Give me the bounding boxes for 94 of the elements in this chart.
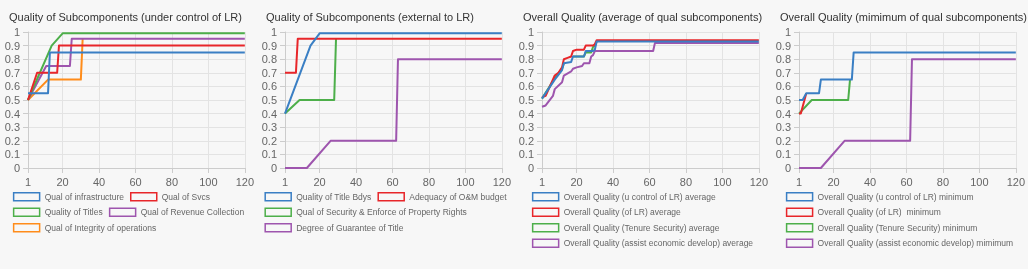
legend-label: Overall Quality (Tenure Security) minimum <box>817 222 978 233</box>
y-tick-label: 0.2 <box>261 134 277 147</box>
y-tick-label: 0.5 <box>775 94 791 106</box>
y-tick-label: 0.3 <box>4 121 20 134</box>
x-tick-label: 120 <box>749 175 768 188</box>
legend-label: Qual of Integrity of operations <box>44 222 157 233</box>
x-tick-label: 40 <box>606 175 620 188</box>
legend-label: Qual of Svcs <box>161 191 210 202</box>
x-tick-label: 60 <box>643 175 656 188</box>
x-tick-label: 100 <box>456 175 475 188</box>
y-tick-label: 0.2 <box>518 134 534 147</box>
x-tick-label: 1 <box>538 175 546 188</box>
chart-title: Overall Quality (mimimum of qual subcomponents) <box>780 10 1027 23</box>
x-tick-label: 60 <box>386 175 399 188</box>
legend-label: Quality of Titles <box>44 207 103 218</box>
legend-label: Overall Quality (of LR) average <box>563 207 682 218</box>
chart-title: Quality of Subcomponents (external to LR) <box>266 10 474 23</box>
y-tick-label: 0.9 <box>261 39 277 52</box>
y-tick-label: 0.1 <box>775 148 791 161</box>
legend-label: Overall Quality (u control of LR) average <box>563 191 717 202</box>
x-tick-label: 60 <box>900 175 913 188</box>
x-tick-label: 20 <box>313 175 326 188</box>
x-tick-label: 1 <box>795 175 803 188</box>
y-tick-label: 0.8 <box>775 53 791 66</box>
y-tick-label: 0.6 <box>518 80 534 93</box>
y-tick-label: 0 <box>527 162 534 174</box>
y-tick-label: 0.3 <box>775 121 791 134</box>
y-tick-label: 0.4 <box>261 107 277 120</box>
x-tick-label: 100 <box>713 175 732 188</box>
y-tick-label: 0.7 <box>775 66 791 79</box>
legend-label: Qual of Revenue Collection <box>140 207 245 218</box>
x-tick-label: 40 <box>92 175 106 188</box>
y-tick-label: 0 <box>270 162 277 174</box>
x-tick-label: 60 <box>129 175 142 188</box>
y-tick-label: 0.8 <box>261 53 277 66</box>
y-tick-label: 1 <box>270 26 277 38</box>
x-tick-label: 100 <box>199 175 218 188</box>
x-tick-label: 1 <box>281 175 289 188</box>
y-tick-label: 0.6 <box>775 80 791 93</box>
y-tick-label: 0.7 <box>261 66 277 79</box>
x-tick-label: 120 <box>235 175 254 188</box>
y-tick-label: 0 <box>784 162 791 174</box>
legend-label: Overall Quality (assist economic develop) mimimum <box>817 238 1014 249</box>
y-tick-label: 0.6 <box>4 80 20 93</box>
x-tick-label: 120 <box>492 175 511 188</box>
y-tick-label: 0 <box>13 162 20 174</box>
y-tick-label: 0.6 <box>261 80 277 93</box>
y-tick-label: 0.1 <box>4 148 20 161</box>
y-tick-label: 0.5 <box>4 94 20 106</box>
y-tick-label: 0.8 <box>4 53 20 66</box>
y-tick-label: 0.8 <box>518 53 534 66</box>
x-tick-label: 120 <box>1006 175 1025 188</box>
chart-title: Quality of Subcomponents (under control of LR) <box>9 10 242 23</box>
x-tick-label: 40 <box>863 175 877 188</box>
y-tick-label: 0.4 <box>4 107 20 120</box>
x-tick-label: 80 <box>422 175 436 188</box>
x-tick-label: 20 <box>56 175 69 188</box>
x-tick-label: 1 <box>24 175 32 188</box>
legend-label: Quality of Title Bdys <box>296 191 372 202</box>
y-tick-label: 0.7 <box>518 66 534 79</box>
x-tick-label: 100 <box>970 175 989 188</box>
y-tick-label: 0.4 <box>775 107 791 120</box>
legend-label: Qual of infrastructure <box>44 191 125 202</box>
legend-label: Degree of Guarantee of Title <box>296 222 404 233</box>
y-tick-label: 0.9 <box>518 39 534 52</box>
y-tick-label: 0.9 <box>4 39 20 52</box>
y-tick-label: 0.1 <box>518 148 534 161</box>
y-tick-label: 0.2 <box>775 134 791 147</box>
legend-label: Overall Quality (u control of LR) minimum <box>817 191 974 202</box>
y-tick-label: 0.4 <box>518 107 534 120</box>
legend-label: Qual of Security & Enforce of Property Rights <box>296 207 467 218</box>
y-tick-label: 0.3 <box>261 121 277 134</box>
x-tick-label: 80 <box>679 175 693 188</box>
legend-label: Overall Quality (Tenure Security) average <box>563 222 720 233</box>
y-tick-label: 1 <box>784 26 791 38</box>
y-tick-label: 0.1 <box>261 148 277 161</box>
y-tick-label: 0.9 <box>775 39 791 52</box>
legend-label: Overall Quality (assist economic develop) average <box>563 238 754 249</box>
y-tick-label: 0.5 <box>261 94 277 106</box>
chart-title: Overall Quality (average of qual subcomponents) <box>523 10 763 23</box>
legend-label: Adequacy of O&M budget <box>409 191 508 202</box>
y-tick-label: 1 <box>527 26 534 38</box>
y-tick-label: 0.5 <box>518 94 534 106</box>
x-tick-label: 40 <box>349 175 363 188</box>
line-series <box>798 51 1017 101</box>
x-tick-label: 20 <box>827 175 840 188</box>
y-tick-label: 0.3 <box>518 121 534 134</box>
x-tick-label: 80 <box>936 175 950 188</box>
legend-label: Overall Quality (of LR) minimum <box>817 207 941 218</box>
y-tick-label: 0.7 <box>4 66 20 79</box>
y-tick-label: 1 <box>13 26 20 38</box>
x-tick-label: 20 <box>570 175 583 188</box>
x-tick-label: 80 <box>165 175 179 188</box>
y-tick-label: 0.2 <box>4 134 20 147</box>
